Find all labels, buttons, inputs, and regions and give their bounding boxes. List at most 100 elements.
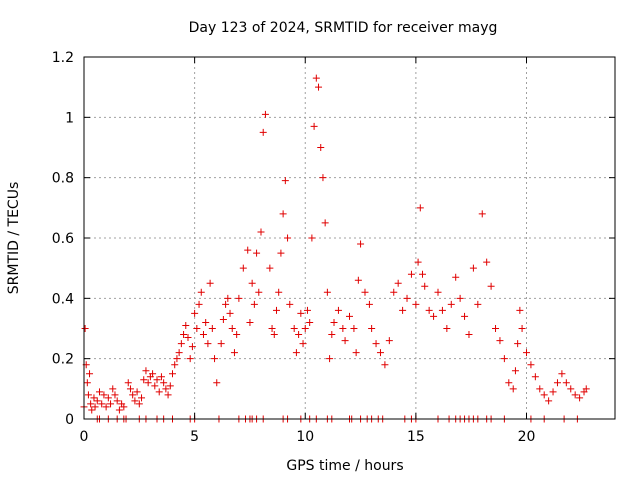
data-point <box>452 273 460 281</box>
data-point <box>419 270 427 278</box>
data-point <box>95 388 103 396</box>
data-point <box>222 300 230 308</box>
data-point <box>438 306 446 314</box>
data-point <box>334 306 342 314</box>
data-point <box>86 370 94 378</box>
data-point <box>469 264 477 272</box>
data-point <box>496 337 504 345</box>
data-point <box>248 279 256 287</box>
data-point <box>177 340 185 348</box>
data-point <box>310 122 318 130</box>
data-point <box>107 400 115 408</box>
data-point <box>509 385 517 393</box>
data-point <box>213 379 221 387</box>
data-point <box>540 391 548 399</box>
data-point <box>199 331 207 339</box>
data-point <box>257 228 265 236</box>
data-point <box>492 325 500 332</box>
x-tick-label: 0 <box>80 429 89 445</box>
data-point <box>81 325 89 332</box>
x-tick-label: 20 <box>518 429 536 445</box>
data-point <box>160 379 168 387</box>
data-point <box>87 400 95 408</box>
data-point <box>357 240 365 248</box>
data-point <box>487 282 495 290</box>
data-point <box>193 325 201 332</box>
y-tick-label: 1.2 <box>52 50 74 66</box>
data-point <box>144 379 152 387</box>
data-point <box>290 325 298 332</box>
data-point <box>381 361 389 369</box>
data-point <box>93 397 101 405</box>
data-point <box>157 373 165 381</box>
data-point <box>553 379 561 387</box>
data-point <box>250 300 258 308</box>
data-point <box>286 300 294 308</box>
data-point <box>211 355 219 363</box>
data-point <box>531 373 539 381</box>
data-point <box>500 355 508 363</box>
data-point <box>321 219 329 227</box>
data-point <box>206 279 214 287</box>
data-point <box>113 397 121 405</box>
data-point <box>465 331 473 339</box>
data-point <box>102 403 110 411</box>
data-point <box>228 325 236 332</box>
data-point <box>301 325 309 332</box>
data-point <box>545 397 553 405</box>
data-points <box>80 74 590 423</box>
data-point <box>284 234 292 242</box>
data-point <box>518 325 526 332</box>
data-point <box>483 258 491 266</box>
y-tick-label: 0.4 <box>52 291 74 307</box>
axis-ticks <box>83 56 615 420</box>
data-point <box>191 309 199 317</box>
data-point <box>582 385 590 393</box>
data-point <box>527 361 535 369</box>
x-tick-label: 10 <box>296 429 314 445</box>
data-point <box>447 300 455 308</box>
data-point <box>84 391 92 399</box>
data-point <box>295 331 303 339</box>
data-point <box>83 379 91 387</box>
data-point <box>414 258 422 266</box>
data-point <box>169 370 176 378</box>
data-point <box>443 325 451 332</box>
data-point <box>346 312 353 320</box>
data-point <box>124 379 132 387</box>
data-point <box>297 309 305 317</box>
data-point <box>416 204 424 212</box>
data-point <box>173 355 181 363</box>
data-point <box>162 385 170 393</box>
data-point <box>403 294 411 302</box>
data-point <box>235 294 243 302</box>
data-point <box>131 397 139 405</box>
data-point <box>230 349 238 357</box>
data-point <box>281 177 289 185</box>
data-point <box>461 312 469 320</box>
x-tick-label: 5 <box>190 429 199 445</box>
y-tick-label: 0.2 <box>52 352 74 368</box>
data-point <box>279 210 287 218</box>
data-point <box>303 306 311 314</box>
grid-lines <box>84 57 615 419</box>
data-point <box>195 300 203 308</box>
y-axis-title: SRMTID / TECUs <box>6 182 22 295</box>
data-point <box>151 382 159 390</box>
data-point <box>394 279 402 287</box>
data-point <box>109 385 117 393</box>
data-point <box>268 325 276 332</box>
data-point <box>558 370 566 378</box>
data-point <box>133 388 141 396</box>
data-point <box>246 318 254 326</box>
data-point <box>505 379 513 387</box>
data-point <box>259 128 267 136</box>
data-point <box>184 334 192 342</box>
data-point <box>365 300 373 308</box>
y-tick-label: 0.6 <box>52 231 74 247</box>
y-tick-labels: 0 0.2 0.4 0.6 0.8 1 1.2 <box>52 50 74 428</box>
data-point <box>339 325 347 332</box>
data-point <box>372 340 380 348</box>
data-point <box>317 144 325 151</box>
data-point <box>244 246 252 254</box>
